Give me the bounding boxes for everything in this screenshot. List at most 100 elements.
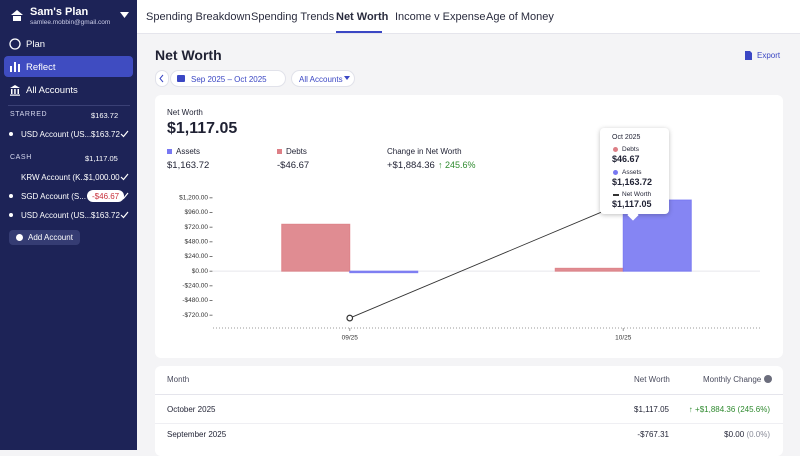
account-name[interactable]: SGD Account (S... — [21, 192, 86, 201]
tab[interactable]: Spending Trends — [251, 11, 335, 23]
table-card — [155, 366, 783, 456]
change-pct-text: 245.6% — [445, 160, 476, 170]
y-tick-label: $480.00 — [185, 239, 209, 246]
tooltip — [600, 128, 669, 214]
calendar-icon — [177, 75, 185, 82]
month-cell: September 2025 — [167, 430, 227, 439]
nav-reflect[interactable]: Reflect — [26, 62, 56, 73]
change-pct: ↑ 245.6% — [438, 160, 476, 170]
column-header[interactable]: Net Worth — [634, 375, 670, 384]
account-name[interactable]: USD Account (US... — [21, 211, 92, 220]
add-icon — [16, 234, 23, 241]
plan-nav-icon — [9, 38, 21, 50]
table-divider — [155, 423, 783, 424]
bar — [554, 267, 624, 272]
date-range[interactable]: Sep 2025 – Oct 2025 — [170, 70, 286, 87]
y-tick-label: $960.00 — [185, 209, 209, 216]
date-range-text: Sep 2025 – Oct 2025 — [191, 75, 267, 84]
cash-label[interactable]: CASH — [10, 154, 32, 161]
tooltip-value: $46.67 — [612, 154, 640, 164]
info-icon[interactable] — [764, 375, 772, 383]
account-balance: $1,000.00 — [84, 173, 120, 182]
legend-swatch — [277, 149, 282, 154]
check-icon — [120, 192, 129, 200]
add-account-button[interactable] — [9, 230, 80, 245]
legend-assets: Assets — [176, 147, 201, 156]
net-worth-cell: -$767.31 — [637, 430, 669, 439]
tooltip-dot — [613, 170, 618, 175]
tooltip-dot — [613, 147, 618, 152]
account-balance: $163.72 — [91, 211, 120, 220]
tooltip-label: Debts — [622, 146, 639, 153]
account-dot — [9, 132, 13, 136]
cash-total: $1,117.05 — [85, 154, 118, 163]
y-tick-label: $0.00 — [192, 268, 209, 275]
tab-active[interactable]: Net Worth — [336, 11, 389, 23]
tooltip-label: Assets — [622, 169, 642, 176]
account-dot — [9, 194, 13, 198]
check-icon — [120, 173, 129, 181]
account-name[interactable]: USD Account (US... — [21, 130, 92, 139]
debts-value: -$46.67 — [277, 160, 310, 171]
table-divider — [155, 394, 783, 395]
y-tick-label: $240.00 — [185, 253, 209, 260]
check-icon — [120, 211, 129, 219]
add-account-label[interactable]: Add Account — [28, 233, 73, 242]
legend-debts: Debts — [286, 147, 307, 156]
column-header[interactable]: Month — [167, 375, 190, 384]
change-amount-text: +$1,884.36 — [695, 405, 736, 414]
tooltip-line-swatch — [613, 194, 619, 196]
sidebar: Sam's Plan samlee.mobbin@gmail.com Plan … — [0, 0, 137, 450]
change-cell: ↑ +$1,884.36 (245.6%) — [689, 405, 770, 414]
tab[interactable]: Age of Money — [486, 11, 554, 23]
month-cell: October 2025 — [167, 405, 216, 414]
chart: $1,200.00 $960.00 $720.00 $480.00 $240.00 $0.… — [179, 195, 760, 342]
tab[interactable]: Spending Breakdown — [146, 11, 251, 23]
account-dot — [9, 213, 13, 217]
y-tick-label: $720.00 — [185, 224, 209, 231]
check-icon — [120, 130, 129, 138]
chevron — [159, 74, 164, 83]
change-amount: ↑ +$1,884.36 — [688, 405, 736, 414]
plan-name[interactable]: Sam's Plan — [30, 6, 89, 18]
account-filter[interactable]: All Accounts — [291, 70, 355, 87]
tab-underline — [336, 31, 382, 33]
change-label: Change in Net Worth — [387, 147, 462, 156]
accounts-icon — [10, 85, 20, 96]
tooltip-value: $1,163.72 — [612, 177, 653, 187]
account-filter-text: All Accounts — [299, 75, 343, 84]
starred-total: $163.72 — [91, 111, 119, 120]
export-button[interactable]: Export — [757, 51, 781, 60]
x-tick-label: 10/25 — [615, 335, 632, 342]
starred-label[interactable]: STARRED — [10, 111, 48, 118]
bar — [349, 270, 419, 274]
change-percent: (245.6%) — [737, 405, 770, 414]
plan-icon — [11, 10, 23, 21]
change-amount: $0.00 — [724, 430, 745, 439]
account-name[interactable]: KRW Account (K... — [21, 173, 88, 182]
change-value: +$1,884.36 — [387, 160, 435, 171]
tooltip-label: Net Worth — [622, 191, 652, 198]
email: samlee.mobbin@gmail.com — [30, 19, 111, 26]
x-tick-label: 09/25 — [342, 335, 359, 342]
column-header[interactable]: Monthly Change — [703, 375, 762, 384]
nav-all-accounts[interactable]: All Accounts — [26, 85, 78, 96]
y-tick-label: -$240.00 — [182, 283, 208, 290]
prev-button[interactable] — [155, 70, 169, 87]
y-tick-label: -$480.00 — [182, 297, 208, 304]
tab[interactable]: Income v Expense — [395, 11, 486, 23]
y-tick-label: -$720.00 — [182, 312, 208, 319]
dropdown-icon[interactable] — [120, 12, 129, 18]
export-icon[interactable] — [745, 51, 752, 60]
negative-balance: -$46.67 — [87, 190, 125, 202]
divider — [8, 105, 130, 106]
net-worth-line — [349, 202, 624, 319]
page-title: Net Worth — [155, 47, 222, 63]
change-percent: (0.0%) — [746, 430, 770, 439]
net-worth-label: Net Worth — [167, 108, 203, 117]
tooltip-title: Oct 2025 — [612, 134, 641, 141]
legend-swatch — [167, 149, 172, 154]
nav-active-bg[interactable] — [4, 56, 133, 77]
nav-plan[interactable]: Plan — [26, 39, 46, 50]
